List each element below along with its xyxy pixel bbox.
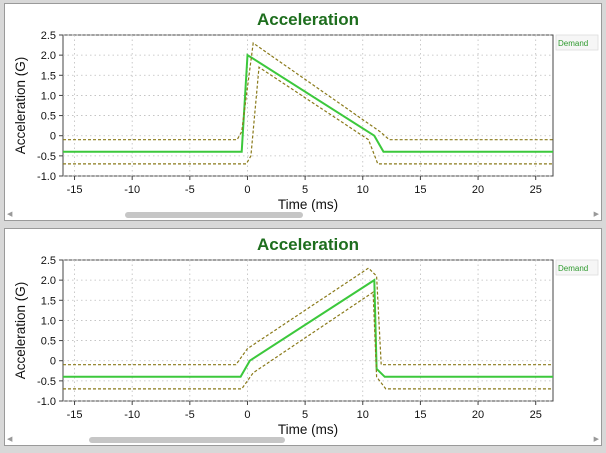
plot-area xyxy=(62,34,554,177)
acceleration-chart-bottom: -15 -10 -5 0 5 10 15 20 25 2.5 2.0 1.5 1.0 0.5 0 -0.5 -1… xyxy=(13,235,599,437)
demand-series-line xyxy=(63,278,553,378)
x-tick-label: -5 xyxy=(185,409,195,421)
tolerance-series-line xyxy=(63,66,553,165)
legend-entry-demand: Demand xyxy=(558,39,588,48)
scrollbar-thumb[interactable] xyxy=(125,212,303,218)
x-tick-label: 10 xyxy=(357,184,369,196)
x-tick-label: 5 xyxy=(302,184,308,196)
legend-box xyxy=(555,34,599,51)
chart-title: Acceleration xyxy=(257,10,359,29)
y-tick-label: 0 xyxy=(50,131,56,143)
x-tick-label: 5 xyxy=(302,409,308,421)
legend-entry-demand: Demand xyxy=(558,264,588,273)
demand-series-line xyxy=(63,53,553,153)
y-tick-label: 0.5 xyxy=(41,111,56,123)
chart-panel-bottom: -15 -10 -5 0 5 10 15 20 25 2.5 2.0 1.5 1.0 0.5 0 -0.5 -1… xyxy=(4,228,602,446)
tolerance-series-line xyxy=(63,42,553,141)
y-axis-label: Acceleration (G) xyxy=(13,282,28,380)
chart-title: Acceleration xyxy=(257,235,359,254)
x-tick-label: 10 xyxy=(357,409,369,421)
x-tick-label: -15 xyxy=(67,184,83,196)
x-tick-label: -10 xyxy=(124,409,140,421)
x-tick-label: 15 xyxy=(414,184,426,196)
x-tick-label: -5 xyxy=(185,184,195,196)
x-tick-label: -10 xyxy=(124,184,140,196)
x-tick-label: 20 xyxy=(472,184,484,196)
x-axis-label: Time (ms) xyxy=(278,422,338,437)
legend-box xyxy=(555,259,599,276)
chart-panel-top: -15 -10 -5 0 5 10 15 20 25 2.5 2.0 1.5 1.0 0.5 0 -0.5 -1… xyxy=(4,3,602,221)
tolerance-series-line xyxy=(63,291,553,390)
y-tick-label: 0 xyxy=(50,356,56,368)
y-tick-label: 2.5 xyxy=(41,30,56,42)
x-tick-label: 0 xyxy=(244,184,250,196)
scroll-right-arrow-icon[interactable]: ▶ xyxy=(593,211,599,218)
plot-area xyxy=(62,259,554,402)
y-tick-label: 1.0 xyxy=(41,90,56,102)
y-tick-label: -0.5 xyxy=(37,376,56,388)
x-tick-label: 20 xyxy=(472,409,484,421)
x-tick-label: 25 xyxy=(530,184,542,196)
y-tick-label: 2.5 xyxy=(41,255,56,267)
y-tick-label: -1.0 xyxy=(37,171,56,183)
horizontal-scrollbar-bottom[interactable]: ◀ ▶ xyxy=(7,436,599,443)
y-tick-label: 2.0 xyxy=(41,275,56,287)
y-tick-label: 1.5 xyxy=(41,295,56,307)
y-tick-label: 0.5 xyxy=(41,336,56,348)
y-tick-label: 2.0 xyxy=(41,50,56,62)
scroll-left-arrow-icon[interactable]: ◀ xyxy=(7,436,13,443)
x-tick-label: 15 xyxy=(414,409,426,421)
x-tick-label: 0 xyxy=(244,409,250,421)
scrollbar-thumb[interactable] xyxy=(89,437,285,443)
scroll-right-arrow-icon[interactable]: ▶ xyxy=(593,436,599,443)
x-tick-label: -15 xyxy=(67,409,83,421)
acceleration-chart-top: -15 -10 -5 0 5 10 15 20 25 2.5 2.0 1.5 1.0 0.5 0 -0.5 -1… xyxy=(13,10,599,212)
x-tick-label: 25 xyxy=(530,409,542,421)
y-axis-label: Acceleration (G) xyxy=(13,57,28,155)
tolerance-series-line xyxy=(63,267,553,366)
horizontal-scrollbar-top[interactable]: ◀ ▶ xyxy=(7,211,599,218)
y-tick-label: 1.0 xyxy=(41,315,56,327)
x-axis-label: Time (ms) xyxy=(278,197,338,212)
y-tick-label: -0.5 xyxy=(37,151,56,163)
y-tick-label: -1.0 xyxy=(37,396,56,408)
y-tick-label: 1.5 xyxy=(41,70,56,82)
scroll-left-arrow-icon[interactable]: ◀ xyxy=(7,211,13,218)
